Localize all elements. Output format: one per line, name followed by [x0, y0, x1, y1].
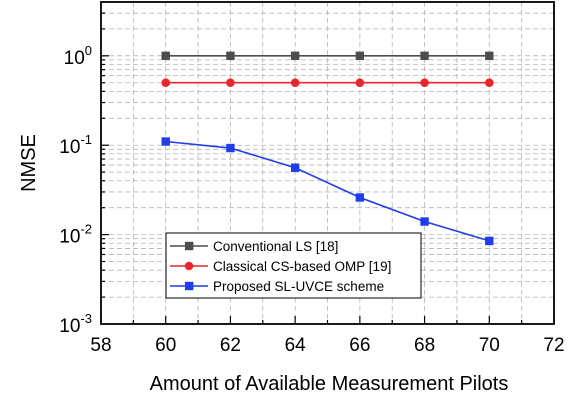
legend-marker — [185, 281, 194, 291]
x-tick-label: 58 — [90, 335, 111, 356]
x-tick-label: 68 — [414, 335, 435, 356]
legend-box — [165, 232, 422, 299]
data-point — [420, 217, 429, 226]
y-tick-label: 10-2 — [59, 222, 92, 248]
x-tick-label: 64 — [285, 335, 307, 356]
data-point — [484, 78, 494, 88]
data-point — [290, 51, 300, 61]
data-point — [226, 143, 235, 153]
y-tick-label: 10-1 — [59, 132, 92, 158]
legend-label: Classical CS-based OMP [19] — [213, 259, 391, 274]
legend-marker — [185, 241, 194, 251]
y-tick-label: 10-3 — [59, 311, 92, 337]
x-axis-title: Amount of Available Measurement Pilots — [150, 373, 509, 395]
x-tick-label: 66 — [349, 335, 370, 356]
legend: Conventional LS [18] Classical CS-based O… — [165, 232, 422, 299]
x-tick-label: 72 — [543, 335, 564, 356]
data-point — [290, 78, 300, 88]
data-point — [355, 78, 365, 88]
data-point — [485, 236, 494, 246]
legend-label: Conventional LS [18] — [213, 239, 338, 254]
x-tick-label: 70 — [479, 335, 500, 356]
data-point — [290, 163, 300, 172]
data-point — [161, 78, 171, 88]
data-point — [420, 78, 429, 88]
data-point — [355, 193, 365, 202]
legend-label: Proposed SL-UVCE scheme — [213, 279, 384, 294]
y-tick-label: 100 — [64, 43, 92, 69]
data-point — [485, 51, 494, 61]
x-tick-label: 60 — [155, 335, 176, 356]
data-point — [226, 78, 235, 88]
legend-marker — [184, 261, 194, 271]
data-point — [420, 51, 429, 61]
x-tick-label: 62 — [220, 335, 241, 356]
axis-ticks: 58 60 62 64 66 68 70 72 10-3 10-2 10-1 100 — [59, 1, 565, 356]
series-layer — [161, 51, 494, 246]
data-point — [161, 51, 170, 61]
data-point — [355, 51, 365, 61]
series-line-2 — [165, 140, 490, 242]
y-axis-title: NMSE — [18, 134, 40, 192]
data-point — [161, 137, 170, 146]
data-point — [226, 51, 235, 61]
